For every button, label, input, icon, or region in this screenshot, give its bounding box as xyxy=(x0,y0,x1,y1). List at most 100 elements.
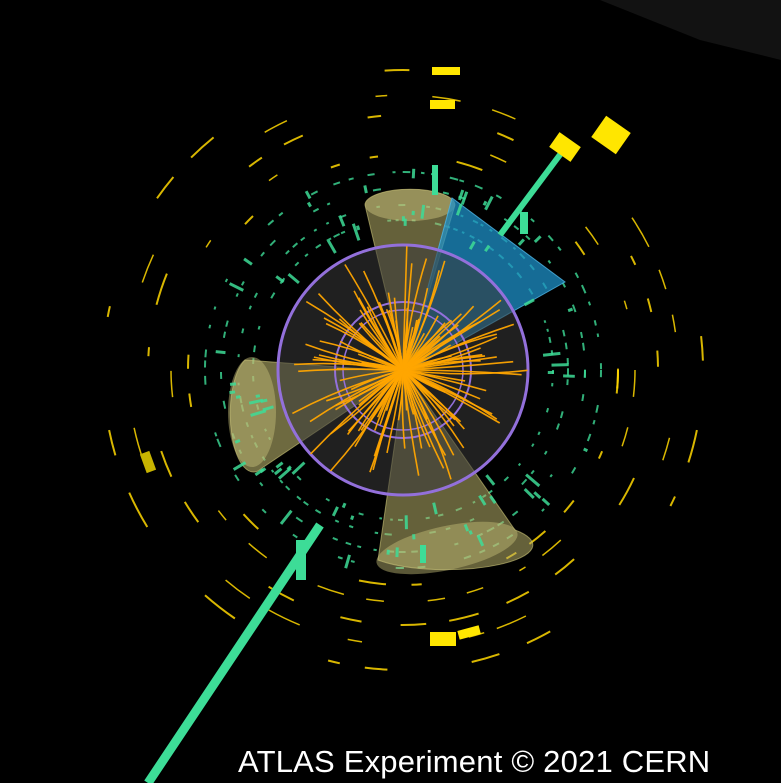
outer-segment xyxy=(496,132,514,142)
outer-segment xyxy=(183,501,200,523)
calorimeter-tower xyxy=(533,491,542,499)
muon-chamber-hit xyxy=(222,400,227,409)
calorimeter-tower xyxy=(229,390,236,395)
track xyxy=(402,369,528,375)
muon-chamber-hit xyxy=(537,431,541,436)
muon-chamber-hit xyxy=(449,176,459,181)
muon-chamber-hit xyxy=(296,475,302,481)
muon-chamber-hit xyxy=(531,443,535,448)
track xyxy=(378,301,404,371)
track xyxy=(292,369,404,415)
outer-segment xyxy=(155,273,168,306)
outer-segment xyxy=(519,566,526,572)
track xyxy=(402,336,498,371)
outer-segment xyxy=(268,585,295,602)
muon-chamber-hit xyxy=(241,328,245,334)
calorimeter-tower xyxy=(547,370,554,375)
muon-chamber-hit xyxy=(357,545,362,549)
muon-chamber-hit xyxy=(582,342,585,351)
outer-segment xyxy=(646,298,653,313)
outer-segment xyxy=(358,579,387,586)
outer-segment xyxy=(283,134,304,146)
outer-segment xyxy=(574,241,586,256)
calorimeter-tower xyxy=(412,534,416,540)
outer-segment xyxy=(375,94,388,98)
outer-segment xyxy=(449,612,479,622)
track xyxy=(369,369,404,473)
muon-chamber-hit xyxy=(517,462,522,467)
calorimeter-tower xyxy=(243,257,253,266)
muon-chamber-hit xyxy=(314,509,322,514)
muon-chamber-hit xyxy=(296,495,302,501)
muon-chamber-hit xyxy=(548,336,552,343)
muon-chamber-hit xyxy=(278,211,284,217)
outer-segment xyxy=(490,154,507,163)
muon-chamber-hit xyxy=(261,508,267,514)
track xyxy=(319,340,404,371)
outer-segment xyxy=(541,539,562,557)
outer-segment xyxy=(656,350,659,367)
outer-segment xyxy=(615,368,620,394)
outer-segment xyxy=(658,269,667,290)
muon-chamber-hit xyxy=(312,207,320,213)
outer-segment xyxy=(630,255,637,266)
muon-chamber-hit xyxy=(222,331,227,338)
outer-segment xyxy=(317,585,345,596)
track xyxy=(358,322,404,371)
outer-segment xyxy=(662,437,671,461)
calorimeter-tower xyxy=(411,210,415,216)
calorimeter-tower xyxy=(255,394,261,398)
calorimeter-tower xyxy=(327,239,337,254)
outer-segment xyxy=(366,598,384,602)
muon-chamber-hit xyxy=(270,292,276,299)
muon-chamber-hit xyxy=(367,173,375,177)
muon-chamber-hit xyxy=(595,404,599,413)
calorimeter-tower xyxy=(525,473,541,488)
muon-chamber-hit xyxy=(300,236,306,242)
muon-chamber-hit xyxy=(574,272,580,279)
calorimeter-tower xyxy=(254,468,265,477)
muon-chamber-hit xyxy=(257,325,261,330)
outer-segment xyxy=(384,69,410,72)
muon-chamber-hit xyxy=(259,481,264,487)
muon-chamber-hit xyxy=(208,324,212,329)
calorimeter-tower xyxy=(551,363,569,367)
track xyxy=(298,368,404,373)
energy-block xyxy=(591,115,631,155)
outer-segment xyxy=(170,370,174,398)
outer-segment xyxy=(632,369,636,397)
muon-chamber-hit xyxy=(373,548,377,552)
energy-block xyxy=(457,625,481,640)
muon-chamber-hit xyxy=(525,235,531,241)
calorimeter-tower xyxy=(401,216,405,222)
calorimeter-tower xyxy=(215,350,226,355)
outer-segment xyxy=(597,450,604,460)
outer-segment xyxy=(268,174,278,182)
track xyxy=(402,360,514,371)
outer-segment xyxy=(244,215,254,225)
copyright-credit: ATLAS Experiment © 2021 CERN xyxy=(238,744,711,779)
jet-cone-bottom-cap xyxy=(376,521,518,575)
muon-chamber-hit xyxy=(581,394,585,402)
calorimeter-tower xyxy=(482,200,488,206)
energy-block xyxy=(139,450,157,474)
muon-chamber-hit xyxy=(302,500,309,506)
outer-segment xyxy=(623,300,628,310)
outer-segment xyxy=(248,542,268,559)
muon-chamber-hit xyxy=(547,259,552,264)
outer-segment xyxy=(187,354,190,369)
outer-segment xyxy=(340,616,362,623)
track xyxy=(393,297,404,371)
calorimeter-tower xyxy=(489,495,497,504)
outer-segment xyxy=(563,499,575,513)
outer-segment xyxy=(160,450,173,478)
track xyxy=(374,369,404,431)
calorimeter-tower xyxy=(583,447,589,453)
energy-block xyxy=(430,100,455,109)
calorimeter-tower xyxy=(262,405,274,412)
muon-chamber-hit xyxy=(253,292,258,299)
outer-segment xyxy=(106,305,111,318)
track xyxy=(402,260,446,371)
muon-chamber-hit xyxy=(348,525,354,529)
track xyxy=(402,369,445,469)
